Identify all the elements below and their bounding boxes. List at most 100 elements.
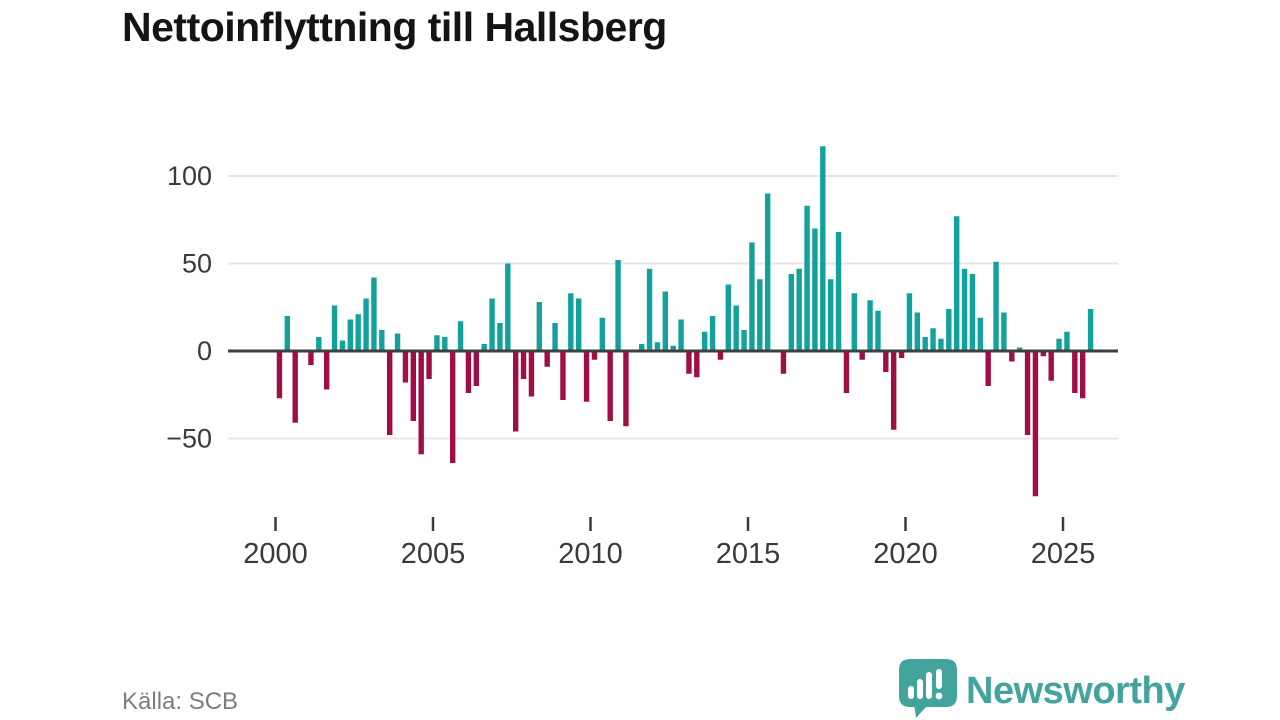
bar-negative [418, 351, 424, 455]
bar-positive [906, 293, 913, 351]
bar-negative [465, 351, 472, 393]
bar-positive [371, 277, 377, 351]
bar-negative [717, 351, 724, 360]
bar-negative [694, 351, 700, 378]
source-note: Källa: SCB [122, 688, 239, 715]
bar-positive [536, 302, 543, 351]
bar-positive [820, 146, 826, 351]
logo-bar-medium [917, 679, 923, 699]
bar-positive [1016, 347, 1023, 351]
bar-positive [568, 293, 574, 351]
bar-positive [505, 263, 511, 351]
bar-positive [442, 337, 448, 351]
bar-negative [686, 351, 692, 374]
chart-title: Nettoinflyttning till Hallsberg [122, 4, 667, 50]
x-axis-label: 2025 [1031, 538, 1096, 570]
bar-negative [473, 351, 480, 386]
bar-negative [1079, 351, 1086, 399]
bar-negative [623, 351, 629, 427]
bar-positive [804, 205, 810, 351]
bar-negative [780, 351, 787, 374]
bar-positive [1001, 312, 1007, 351]
bar-positive [575, 298, 582, 351]
bar-negative [843, 351, 850, 393]
bar-positive [670, 345, 676, 351]
bar-positive [497, 323, 503, 351]
bar-positive [851, 293, 858, 351]
bar-positive [812, 228, 818, 351]
logo-bar-large [926, 672, 932, 699]
bar-positive [922, 337, 928, 351]
bar-negative [276, 351, 283, 399]
logo-exclamation-dot [935, 692, 943, 700]
bar-negative [607, 351, 613, 421]
bar-negative [883, 351, 889, 372]
bar-positive [709, 316, 716, 351]
bar-positive [757, 279, 763, 351]
bar-negative [402, 351, 409, 383]
bar-positive [615, 260, 621, 351]
bar-positive [914, 312, 921, 351]
bar-positive [662, 291, 669, 351]
bar-positive [434, 335, 440, 351]
bar-positive [457, 321, 464, 351]
bar-positive [930, 328, 936, 351]
bar-positive [969, 274, 976, 351]
bar-positive [599, 317, 606, 351]
newsworthy-badge-icon [899, 659, 957, 718]
bar-positive [788, 274, 795, 351]
bar-positive [1087, 309, 1094, 351]
bar-positive [733, 305, 739, 351]
bar-positive [1064, 331, 1070, 351]
bar-positive [946, 309, 952, 351]
bar-negative [591, 351, 598, 360]
bar-positive [701, 331, 708, 351]
bar-negative [1072, 351, 1078, 393]
bar-positive [638, 344, 645, 351]
bar-positive [961, 268, 968, 351]
bar-positive [339, 340, 346, 351]
bar-positive [796, 268, 802, 351]
bar-negative [560, 351, 566, 400]
bar-positive [552, 323, 558, 351]
bar-negative [1009, 351, 1015, 362]
bar-negative [890, 351, 897, 430]
bar-positive [977, 317, 984, 351]
bar-positive [394, 333, 401, 351]
bar-negative [1040, 351, 1047, 357]
newsworthy-wordmark: Newsworthy [966, 670, 1185, 712]
bar-positive [1056, 338, 1062, 351]
bar-positive [938, 338, 944, 351]
bar-negative [323, 351, 330, 390]
bar-positive [347, 319, 354, 351]
bar-positive [835, 232, 842, 351]
bar-negative [898, 351, 905, 358]
bar-negative [512, 351, 519, 432]
x-axis-label: 2020 [873, 538, 938, 570]
bar-positive [764, 193, 771, 351]
bar-positive [741, 330, 747, 351]
bar-negative [528, 351, 535, 397]
bar-negative [308, 351, 314, 365]
x-axis-label: 2015 [716, 538, 781, 570]
bar-negative [449, 351, 456, 463]
bar-positive [953, 216, 960, 351]
bar-positive [331, 305, 338, 351]
logo-exclamation-bar [936, 669, 942, 689]
bar-positive [316, 337, 322, 351]
bar-negative [1024, 351, 1031, 435]
bar-positive [678, 319, 684, 351]
bar-negative [1032, 351, 1039, 497]
bar-negative [386, 351, 393, 435]
bar-positive [481, 344, 487, 351]
bar-negative [583, 351, 590, 402]
bar-negative [292, 351, 298, 423]
bar-negative [1048, 351, 1054, 381]
newsworthy-logo: Newsworthy [896, 656, 1186, 720]
bar-negative [544, 351, 550, 367]
bar-positive [646, 268, 653, 351]
bar-negative [859, 351, 865, 360]
bar-positive [875, 310, 881, 351]
x-axis-label: 2005 [401, 538, 466, 570]
